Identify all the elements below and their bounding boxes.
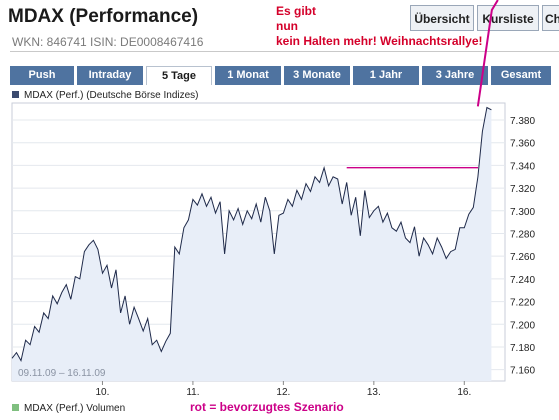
page-title: MDAX (Performance): [8, 6, 199, 27]
tab-1-monat[interactable]: 1 Monat: [215, 66, 281, 85]
tab-intraday[interactable]: Intraday: [77, 66, 143, 85]
y-tick-label: 7.300: [510, 207, 535, 218]
tab-5-tage[interactable]: 5 Tage: [146, 66, 212, 85]
rally-annotation: Es gibt nun kein Halten mehr! Weihnachts…: [276, 4, 483, 49]
volume-swatch: [12, 404, 19, 411]
x-tick-label: 11.: [186, 387, 199, 398]
price-line: [11, 106, 492, 362]
tab-push[interactable]: Push: [10, 66, 74, 85]
y-tick-label: 7.180: [510, 343, 535, 354]
y-tick-label: 7.260: [510, 252, 535, 263]
y-tick-label: 7.280: [510, 229, 535, 240]
y-tick-label: 7.200: [510, 320, 535, 331]
rally-annotation-line-3: kein Halten mehr! Weihnachtsrallye!: [276, 34, 483, 48]
tab-1-jahr[interactable]: 1 Jahr: [353, 66, 419, 85]
x-tick-label: 16.: [457, 387, 471, 398]
overview-button[interactable]: Übersicht: [410, 5, 474, 31]
rally-annotation-line-1: Es gibt: [276, 4, 317, 18]
tab-3-jahre[interactable]: 3 Jahre: [422, 66, 488, 85]
rally-arrow: [476, 0, 499, 107]
y-tick-label: 7.240: [510, 275, 535, 286]
y-tick-label: 7.340: [510, 161, 535, 172]
scenario-annotation: rot = bevorzugtes Szenario: [190, 400, 344, 414]
y-tick-label: 7.160: [510, 366, 535, 377]
price-list-button[interactable]: Kursliste: [477, 5, 539, 31]
y-tick-label: 7.320: [510, 184, 535, 195]
volume-legend: MDAX (Perf.) Volumen: [12, 403, 125, 414]
header-divider: [10, 51, 559, 52]
chart-button[interactable]: Ch: [542, 5, 559, 31]
series-swatch: [12, 91, 19, 98]
y-tick-label: 7.360: [510, 139, 535, 150]
date-range-label: 09.11.09 – 16.11.09: [18, 368, 106, 379]
chart-legend: MDAX (Perf.) (Deutsche Börse Indizes): [12, 90, 199, 101]
tab-3-monate[interactable]: 3 Monate: [284, 66, 350, 85]
x-tick-label: 13.: [367, 387, 381, 398]
rally-annotation-line-2: nun: [276, 19, 298, 33]
security-ids: WKN: 846741 ISIN: DE0008467416: [12, 35, 204, 49]
x-tick-label: 10.: [96, 387, 110, 398]
volume-legend-label: MDAX (Perf.) Volumen: [24, 403, 126, 414]
y-tick-label: 7.220: [510, 298, 535, 309]
y-tick-label: 7.380: [510, 116, 535, 127]
chart-legend-label: MDAX (Perf.) (Deutsche Börse Indizes): [24, 90, 199, 101]
price-area: [12, 107, 492, 381]
tab-gesamt[interactable]: Gesamt: [491, 66, 551, 85]
x-tick-label: 12.: [276, 387, 290, 398]
